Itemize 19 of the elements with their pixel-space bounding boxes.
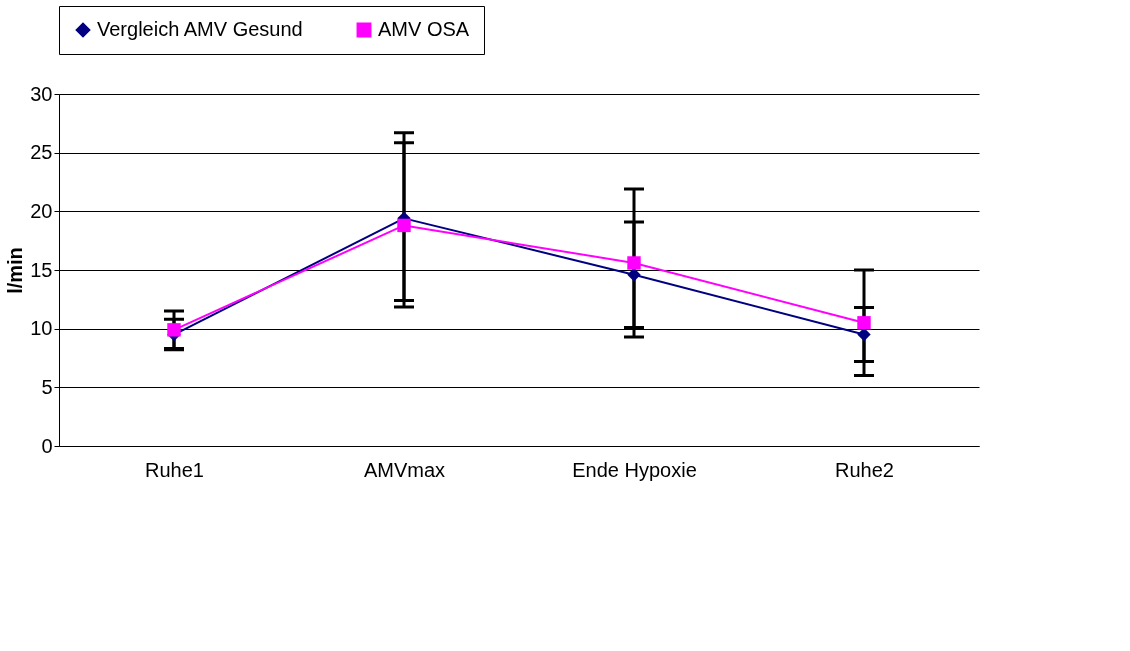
point bbox=[857, 327, 871, 342]
y-axis-title: l/min bbox=[4, 247, 27, 294]
y-tick-label: 15 bbox=[30, 258, 53, 281]
point bbox=[627, 256, 641, 270]
x-tick-label: Ruhe1 bbox=[145, 458, 204, 481]
y-tick-label: 20 bbox=[30, 199, 53, 222]
x-tick-label: Ende Hypoxie bbox=[572, 458, 697, 481]
y-tick-label: 0 bbox=[41, 434, 53, 457]
y-tick-label: 25 bbox=[30, 141, 53, 164]
y-tick-label: 5 bbox=[41, 375, 53, 398]
point bbox=[857, 316, 871, 330]
legend-label: Vergleich AMV Gesund bbox=[97, 18, 303, 40]
y-tick-label: 30 bbox=[30, 82, 53, 105]
x-tick-label: AMVmax bbox=[363, 458, 446, 481]
x-tick-label: Ruhe2 bbox=[835, 458, 894, 481]
point bbox=[397, 218, 411, 233]
legend-label: AMV OSA bbox=[378, 18, 470, 40]
point bbox=[627, 267, 641, 282]
y-tick-label: 10 bbox=[30, 317, 53, 340]
